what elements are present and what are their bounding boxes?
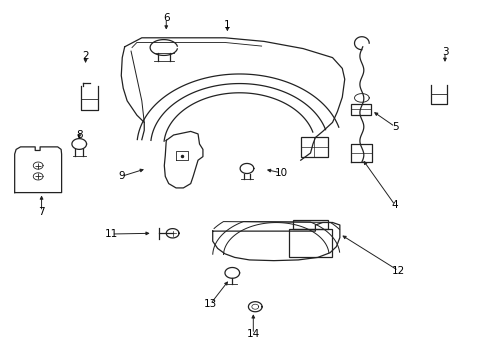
Bar — [300, 137, 327, 157]
Bar — [293, 220, 327, 229]
Text: 7: 7 — [38, 207, 45, 217]
Text: 9: 9 — [118, 171, 124, 181]
Text: 8: 8 — [76, 130, 82, 140]
Text: 14: 14 — [246, 329, 260, 339]
Text: 1: 1 — [224, 20, 230, 30]
Text: 3: 3 — [441, 47, 447, 57]
Text: 4: 4 — [391, 200, 398, 210]
Text: 13: 13 — [203, 299, 217, 309]
Bar — [288, 229, 331, 257]
Text: 10: 10 — [274, 168, 287, 178]
Text: 12: 12 — [391, 266, 405, 276]
Bar — [350, 104, 370, 115]
Text: 5: 5 — [391, 122, 398, 132]
Text: 2: 2 — [82, 51, 89, 61]
Text: 6: 6 — [163, 13, 169, 23]
Text: 11: 11 — [104, 229, 118, 239]
